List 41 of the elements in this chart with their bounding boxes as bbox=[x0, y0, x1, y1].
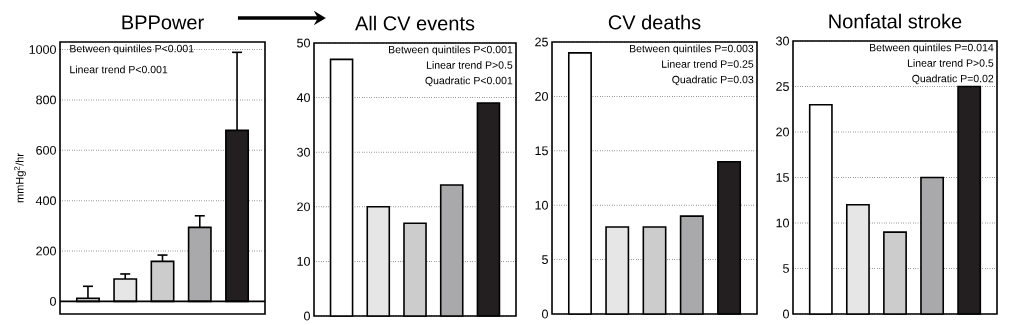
y-tick-label: 30 bbox=[776, 36, 789, 46]
annotation: Linear trend P>0.5 bbox=[426, 61, 513, 69]
annotation: Between quintiles P=0.003 bbox=[629, 44, 754, 55]
annotation: Between quintiles P=0.014 bbox=[869, 43, 994, 54]
chart-title: All CV events bbox=[355, 15, 475, 31]
y-tick-label: 0 bbox=[304, 311, 310, 321]
y-tick-label: 200 bbox=[36, 246, 56, 256]
y-tick-label: 40 bbox=[296, 93, 310, 103]
annotation: Between quintiles P<0.001 bbox=[389, 45, 513, 56]
y-axis-title: mmHg$^{2}$/hr bbox=[14, 153, 26, 203]
annotation: Quadratic P<0.001 bbox=[425, 76, 513, 87]
y-tick-label: 15 bbox=[776, 173, 789, 182]
y-tick-label: 1000 bbox=[29, 45, 56, 54]
y-tick-label: 5 bbox=[542, 255, 548, 264]
y-tick-label: 25 bbox=[776, 82, 789, 91]
chart-title: BPPower bbox=[122, 15, 204, 30]
y-tick-label: 10 bbox=[776, 218, 789, 228]
y-tick-label: 0 bbox=[783, 309, 789, 319]
y-tick-label: 25 bbox=[535, 37, 548, 47]
y-tick-label: 0 bbox=[50, 296, 56, 306]
y-tick-label: 800 bbox=[36, 95, 56, 105]
annotation: Between quintiles P<0.001 bbox=[70, 44, 194, 55]
y-tick-label: 400 bbox=[35, 196, 56, 206]
annotation: Linear trend P>0.5 bbox=[907, 59, 994, 67]
y-tick-label: 15 bbox=[535, 146, 548, 156]
y-tick-label: 5 bbox=[783, 264, 789, 273]
chart-title: Nonfatal stroke bbox=[829, 13, 962, 29]
y-tick-label: 20 bbox=[535, 91, 548, 101]
chart-title: CV deaths bbox=[608, 14, 701, 30]
y-tick-label: 50 bbox=[297, 38, 310, 48]
y-tick-label: 0 bbox=[542, 309, 548, 319]
annotation: Quadratic P=0.03 bbox=[672, 75, 754, 86]
y-tick-label: 30 bbox=[297, 147, 310, 157]
annotation: Linear trend P=0.25 bbox=[662, 60, 754, 68]
y-tick-label: 10 bbox=[297, 256, 310, 266]
annotation: Quadratic P=0.02 bbox=[912, 74, 994, 85]
y-tick-label: 20 bbox=[776, 127, 789, 137]
y-tick-label: 10 bbox=[535, 200, 548, 210]
y-tick-label: 600 bbox=[36, 145, 56, 155]
annotation: Linear trend P<0.001 bbox=[70, 65, 168, 74]
y-tick-label: 20 bbox=[297, 202, 310, 212]
